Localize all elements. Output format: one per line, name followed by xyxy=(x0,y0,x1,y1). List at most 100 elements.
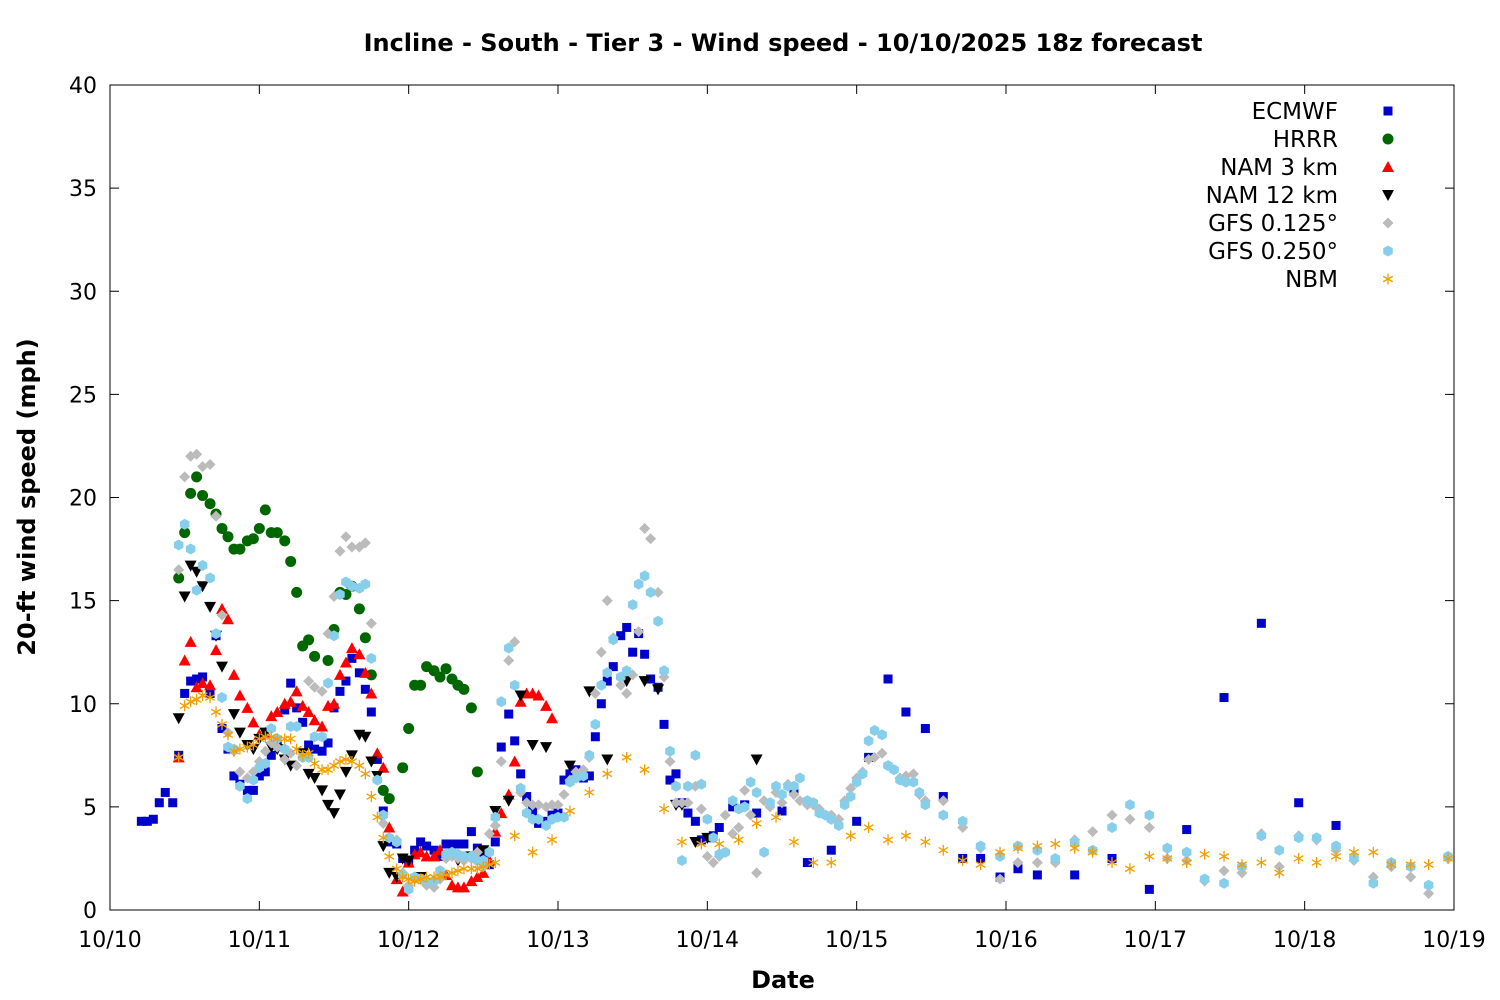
nam-12-km-point xyxy=(178,591,191,603)
gfs-0-250-point xyxy=(590,718,601,730)
ecmwf-point xyxy=(714,823,724,832)
gfs-0-250-point xyxy=(329,630,339,642)
asterisk-stroke xyxy=(1087,848,1098,856)
nbm-point xyxy=(788,836,800,848)
legend-label: NBM xyxy=(1285,267,1338,293)
nbm-point xyxy=(354,760,365,772)
gfs-0-250-point xyxy=(677,855,687,866)
asterisk-stroke xyxy=(1124,865,1136,873)
ecmwf-point xyxy=(242,785,252,795)
asterisk-stroke xyxy=(1442,855,1454,862)
gfs-0-250-point xyxy=(309,731,320,743)
gfs-0-250-point xyxy=(745,776,756,788)
hrrr-point xyxy=(271,527,283,539)
gfs-0-125-point xyxy=(483,828,495,840)
nbm-point xyxy=(216,718,228,730)
nbm-point xyxy=(863,822,874,833)
gfs-0-125-point xyxy=(994,873,1006,885)
gfs-0-125-point xyxy=(1218,865,1230,877)
gfs-0-250-point xyxy=(496,696,507,708)
nam-3-km-point xyxy=(204,679,217,691)
x-tick-label: 10/14 xyxy=(676,928,739,953)
nam-12-km-point xyxy=(601,754,614,766)
nbm-point xyxy=(391,863,402,875)
gfs-0-250-point xyxy=(533,813,544,825)
ecmwf-point xyxy=(142,816,152,826)
nbm-point xyxy=(434,871,446,883)
gfs-0-250-point xyxy=(191,584,202,596)
asterisk-stroke xyxy=(391,865,402,873)
nam-3-km-point xyxy=(247,716,260,728)
gfs-0-125-point xyxy=(876,747,888,759)
hrrr-point xyxy=(191,471,203,483)
nam-12-km-point xyxy=(204,601,217,613)
asterisk-stroke xyxy=(808,859,819,866)
ecmwf-point xyxy=(628,647,638,657)
asterisk-stroke xyxy=(472,865,483,873)
asterisk-stroke xyxy=(322,766,334,774)
nbm-point xyxy=(185,696,196,708)
nbm-point xyxy=(584,786,595,798)
hrrr-point xyxy=(458,683,470,695)
nbm-point xyxy=(248,739,259,751)
gfs-0-125-point xyxy=(733,822,745,833)
gfs-0-250-point xyxy=(702,813,713,825)
gfs-0-125-point xyxy=(633,626,645,638)
nbm-point xyxy=(446,867,458,879)
asterisk-stroke xyxy=(409,877,420,885)
gfs-0-125-point xyxy=(291,760,303,772)
asterisk-stroke xyxy=(882,836,894,844)
nbm-point xyxy=(564,805,576,817)
nbm-point xyxy=(938,844,949,856)
gfs-0-250-point xyxy=(509,679,520,691)
asterisk-stroke xyxy=(938,846,949,854)
hrrr-point xyxy=(234,543,246,555)
gfs-0-250-point xyxy=(266,723,277,734)
nbm-point xyxy=(1087,846,1098,858)
nam-12-km-point xyxy=(322,799,335,811)
gfs-0-250-point xyxy=(789,780,799,792)
asterisk-stroke xyxy=(478,863,489,871)
ecmwf-point xyxy=(429,845,439,855)
legend-marker xyxy=(1382,190,1394,201)
gfs-0-125-point xyxy=(234,766,246,778)
ecmwf-point xyxy=(266,750,276,760)
asterisk-stroke xyxy=(1144,853,1155,860)
nbm-point xyxy=(994,846,1006,858)
nam-12-km-point xyxy=(190,566,203,578)
asterisk-stroke xyxy=(242,743,253,751)
gfs-0-250-point xyxy=(739,801,750,813)
nbm-point xyxy=(1311,857,1322,869)
gfs-0-125-point xyxy=(340,531,352,543)
gfs-0-250-point xyxy=(839,799,850,811)
nam-12-km-point xyxy=(184,560,197,572)
gfs-0-250-point xyxy=(771,780,781,792)
asterisk-stroke xyxy=(920,838,931,846)
nam-12-km-point xyxy=(302,768,315,780)
asterisk-stroke xyxy=(1256,859,1267,866)
asterisk-stroke xyxy=(770,813,782,821)
asterisk-stroke xyxy=(360,770,371,778)
ecmwf-point xyxy=(1256,618,1266,628)
hrrr-point xyxy=(285,555,297,567)
gfs-0-125-point xyxy=(639,522,651,534)
gfs-0-125-point xyxy=(346,541,358,553)
gfs-0-250-point xyxy=(291,720,302,732)
nam-12-km-point xyxy=(359,731,372,743)
gfs-0-250-point xyxy=(808,797,819,809)
gfs-0-250-point xyxy=(1069,836,1080,848)
x-tick-label: 10/18 xyxy=(1273,928,1336,953)
asterisk-stroke xyxy=(397,873,408,881)
hrrr-point xyxy=(197,489,209,501)
asterisk-stroke xyxy=(1348,848,1360,856)
ecmwf-point xyxy=(920,724,930,733)
ecmwf-point xyxy=(466,827,476,837)
nbm-point xyxy=(882,834,894,846)
asterisk-stroke xyxy=(1423,861,1434,868)
nbm-point xyxy=(1162,852,1173,864)
gfs-0-250-point xyxy=(690,749,701,761)
hrrr-point xyxy=(383,793,395,805)
gfs-0-250-point xyxy=(759,846,769,858)
gfs-0-250-point xyxy=(665,745,675,757)
gfs-0-125-point xyxy=(595,646,607,658)
